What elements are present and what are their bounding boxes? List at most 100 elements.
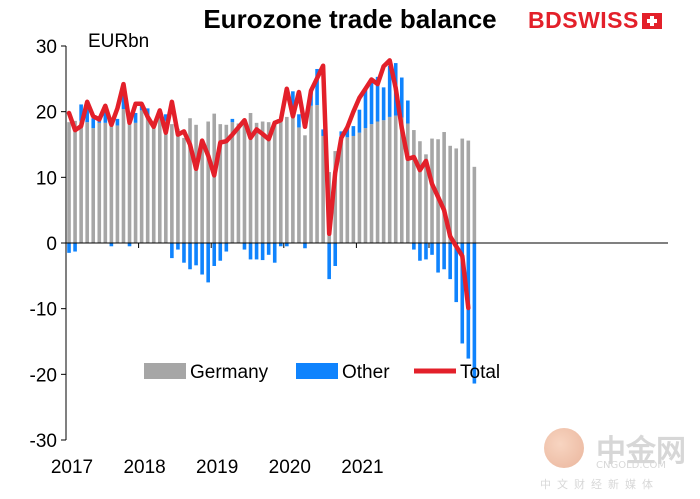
bar-other xyxy=(357,109,362,133)
bar-germany xyxy=(357,132,362,243)
brand-name-right: SWISS xyxy=(562,7,639,33)
bar-other xyxy=(164,114,168,121)
bar-germany xyxy=(460,138,465,243)
bar-germany xyxy=(466,140,471,243)
bar-other xyxy=(194,243,198,266)
bar-other xyxy=(254,243,259,260)
bar-other xyxy=(170,243,174,259)
bar-germany xyxy=(188,118,192,243)
bar-other xyxy=(418,243,422,261)
bar-germany xyxy=(182,137,186,243)
bar-other xyxy=(460,243,465,344)
y-tick-label: -20 xyxy=(30,365,57,386)
bar-germany xyxy=(127,122,132,243)
bar-germany xyxy=(242,122,247,243)
legend: Germany Other Total xyxy=(144,362,500,383)
bar-germany xyxy=(406,123,410,243)
bar-other xyxy=(333,243,338,266)
bar-germany xyxy=(285,116,289,243)
bar-other xyxy=(182,243,186,263)
bar-other xyxy=(321,129,325,136)
bar-germany xyxy=(321,135,325,243)
bar-other xyxy=(200,243,204,275)
bar-germany xyxy=(381,120,386,243)
bar-other xyxy=(85,109,89,123)
bar-germany xyxy=(412,130,416,243)
bar-other xyxy=(242,243,247,250)
bar-other xyxy=(266,243,271,255)
bar-germany xyxy=(442,132,446,243)
bar-germany xyxy=(194,124,198,243)
bar-germany xyxy=(315,105,319,243)
bar-germany xyxy=(375,121,380,243)
y-tick-label: -10 xyxy=(30,300,57,321)
bar-germany xyxy=(260,121,265,243)
watermark-cn: 中文财经新媒体 xyxy=(540,478,659,491)
bar-germany xyxy=(345,137,350,243)
y-tick-label: 20 xyxy=(36,103,57,124)
bar-other xyxy=(412,243,416,250)
legend-label-other: Other xyxy=(342,362,390,383)
y-unit-label: EURbn xyxy=(88,31,150,52)
bar-other xyxy=(218,243,223,261)
bar-other xyxy=(363,88,368,129)
legend-swatch-germany xyxy=(144,363,186,379)
axes-layer: -30 -20 -10 0 10 20 30 2017 2018 2019 2020 2021 xyxy=(30,37,668,478)
watermark-main: 中金网 xyxy=(596,434,686,469)
bar-germany xyxy=(91,128,96,243)
bar-other xyxy=(369,80,374,125)
bar-other xyxy=(73,243,77,252)
bar-germany xyxy=(418,141,422,243)
x-tick-label: 2019 xyxy=(196,457,238,478)
bar-germany xyxy=(387,116,392,243)
y-tick-label: 10 xyxy=(36,168,57,189)
bar-other xyxy=(399,77,404,118)
bar-germany xyxy=(212,113,217,244)
bar-germany xyxy=(176,128,180,243)
bar-other xyxy=(248,243,253,260)
bar-germany xyxy=(73,120,77,243)
total-line-layer xyxy=(66,58,471,311)
bar-germany xyxy=(436,139,440,243)
bar-germany xyxy=(133,122,138,243)
bar-other xyxy=(67,243,71,253)
bar-other xyxy=(375,76,380,122)
bar-germany xyxy=(454,148,459,243)
bdswiss-logo: BDSWISS xyxy=(528,7,662,34)
bar-other xyxy=(454,243,459,303)
legend-label-germany: Germany xyxy=(190,362,269,383)
bar-other xyxy=(278,243,283,247)
bar-germany xyxy=(272,120,277,243)
bar-germany xyxy=(170,124,174,243)
bar-other xyxy=(327,243,331,280)
bar-other xyxy=(115,118,120,126)
bar-germany xyxy=(363,128,368,243)
bar-other xyxy=(109,243,114,247)
bar-germany xyxy=(309,105,313,243)
x-tick-label: 2021 xyxy=(341,457,383,478)
y-tick-label: 30 xyxy=(36,37,57,58)
x-tick-label: 2017 xyxy=(51,457,93,478)
total-line xyxy=(66,58,471,311)
bar-germany xyxy=(303,135,307,243)
brand-name-left: BD xyxy=(528,7,563,33)
bar-germany xyxy=(430,138,434,243)
y-tick-label: -30 xyxy=(30,431,57,452)
bar-other xyxy=(206,243,210,283)
bar-other xyxy=(176,243,180,250)
bar-other xyxy=(91,118,96,129)
bar-other xyxy=(297,114,301,128)
bar-germany xyxy=(206,121,210,243)
bar-other xyxy=(285,243,289,247)
bar-germany xyxy=(399,117,404,243)
bar-germany xyxy=(278,121,283,243)
chart-title: Eurozone trade balance xyxy=(203,4,497,34)
bar-germany xyxy=(266,122,271,243)
bar-other xyxy=(127,243,132,247)
bar-other xyxy=(212,243,217,266)
bar-other xyxy=(424,243,428,260)
legend-label-total: Total xyxy=(460,362,500,383)
bar-other xyxy=(260,243,265,261)
bar-germany xyxy=(67,122,71,243)
